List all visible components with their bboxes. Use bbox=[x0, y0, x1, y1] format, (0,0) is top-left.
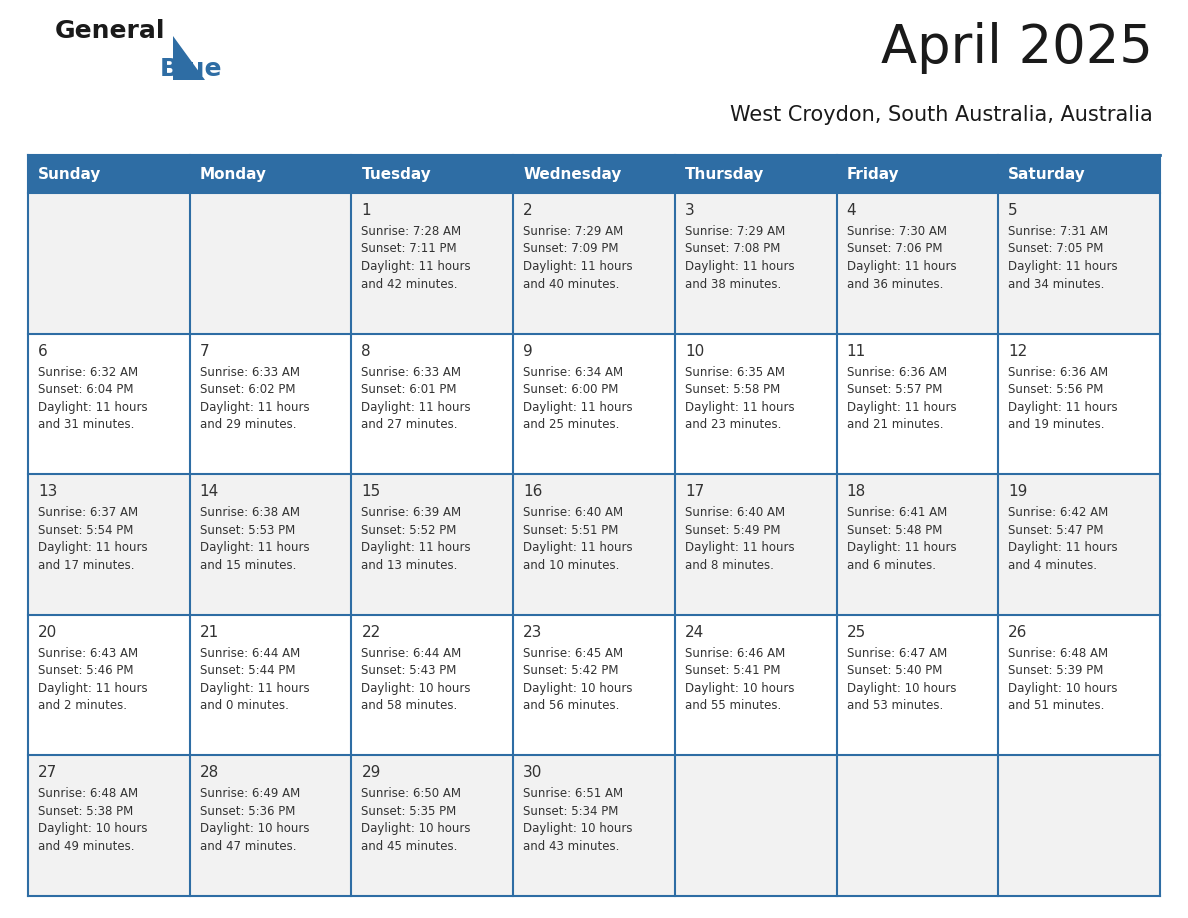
Bar bbox=[29, 756, 1159, 896]
Text: Sunrise: 6:38 AM
Sunset: 5:53 PM
Daylight: 11 hours
and 15 minutes.: Sunrise: 6:38 AM Sunset: 5:53 PM Dayligh… bbox=[200, 506, 309, 572]
Text: 15: 15 bbox=[361, 484, 380, 499]
Bar bbox=[29, 615, 1159, 756]
Text: Sunrise: 6:44 AM
Sunset: 5:44 PM
Daylight: 11 hours
and 0 minutes.: Sunrise: 6:44 AM Sunset: 5:44 PM Dayligh… bbox=[200, 647, 309, 712]
Text: 18: 18 bbox=[847, 484, 866, 499]
Text: Sunrise: 6:48 AM
Sunset: 5:38 PM
Daylight: 10 hours
and 49 minutes.: Sunrise: 6:48 AM Sunset: 5:38 PM Dayligh… bbox=[38, 788, 147, 853]
Text: 2: 2 bbox=[523, 203, 532, 218]
Text: Sunrise: 6:40 AM
Sunset: 5:49 PM
Daylight: 11 hours
and 8 minutes.: Sunrise: 6:40 AM Sunset: 5:49 PM Dayligh… bbox=[684, 506, 795, 572]
Text: 24: 24 bbox=[684, 625, 704, 640]
Text: Sunrise: 6:48 AM
Sunset: 5:39 PM
Daylight: 10 hours
and 51 minutes.: Sunrise: 6:48 AM Sunset: 5:39 PM Dayligh… bbox=[1009, 647, 1118, 712]
Text: 26: 26 bbox=[1009, 625, 1028, 640]
Text: Sunrise: 6:39 AM
Sunset: 5:52 PM
Daylight: 11 hours
and 13 minutes.: Sunrise: 6:39 AM Sunset: 5:52 PM Dayligh… bbox=[361, 506, 472, 572]
Text: Sunrise: 6:33 AM
Sunset: 6:02 PM
Daylight: 11 hours
and 29 minutes.: Sunrise: 6:33 AM Sunset: 6:02 PM Dayligh… bbox=[200, 365, 309, 431]
Text: 21: 21 bbox=[200, 625, 219, 640]
Text: 11: 11 bbox=[847, 343, 866, 359]
Text: Sunrise: 6:33 AM
Sunset: 6:01 PM
Daylight: 11 hours
and 27 minutes.: Sunrise: 6:33 AM Sunset: 6:01 PM Dayligh… bbox=[361, 365, 472, 431]
Text: 13: 13 bbox=[38, 484, 57, 499]
Text: Sunrise: 6:45 AM
Sunset: 5:42 PM
Daylight: 10 hours
and 56 minutes.: Sunrise: 6:45 AM Sunset: 5:42 PM Dayligh… bbox=[523, 647, 633, 712]
Text: 29: 29 bbox=[361, 766, 381, 780]
Text: 22: 22 bbox=[361, 625, 380, 640]
Text: Sunrise: 6:35 AM
Sunset: 5:58 PM
Daylight: 11 hours
and 23 minutes.: Sunrise: 6:35 AM Sunset: 5:58 PM Dayligh… bbox=[684, 365, 795, 431]
Text: Sunrise: 7:29 AM
Sunset: 7:08 PM
Daylight: 11 hours
and 38 minutes.: Sunrise: 7:29 AM Sunset: 7:08 PM Dayligh… bbox=[684, 225, 795, 290]
Text: Sunrise: 6:34 AM
Sunset: 6:00 PM
Daylight: 11 hours
and 25 minutes.: Sunrise: 6:34 AM Sunset: 6:00 PM Dayligh… bbox=[523, 365, 633, 431]
Text: Sunrise: 6:50 AM
Sunset: 5:35 PM
Daylight: 10 hours
and 45 minutes.: Sunrise: 6:50 AM Sunset: 5:35 PM Dayligh… bbox=[361, 788, 470, 853]
Polygon shape bbox=[173, 36, 206, 80]
Text: 20: 20 bbox=[38, 625, 57, 640]
Text: Sunrise: 6:40 AM
Sunset: 5:51 PM
Daylight: 11 hours
and 10 minutes.: Sunrise: 6:40 AM Sunset: 5:51 PM Dayligh… bbox=[523, 506, 633, 572]
Text: Sunrise: 7:31 AM
Sunset: 7:05 PM
Daylight: 11 hours
and 34 minutes.: Sunrise: 7:31 AM Sunset: 7:05 PM Dayligh… bbox=[1009, 225, 1118, 290]
Text: Sunrise: 6:32 AM
Sunset: 6:04 PM
Daylight: 11 hours
and 31 minutes.: Sunrise: 6:32 AM Sunset: 6:04 PM Dayligh… bbox=[38, 365, 147, 431]
Text: 12: 12 bbox=[1009, 343, 1028, 359]
Text: West Croydon, South Australia, Australia: West Croydon, South Australia, Australia bbox=[731, 105, 1154, 125]
Text: Sunrise: 6:42 AM
Sunset: 5:47 PM
Daylight: 11 hours
and 4 minutes.: Sunrise: 6:42 AM Sunset: 5:47 PM Dayligh… bbox=[1009, 506, 1118, 572]
Bar bbox=[29, 333, 1159, 475]
Text: Tuesday: Tuesday bbox=[361, 166, 431, 182]
Text: Thursday: Thursday bbox=[684, 166, 764, 182]
Text: 8: 8 bbox=[361, 343, 371, 359]
Text: Sunrise: 7:29 AM
Sunset: 7:09 PM
Daylight: 11 hours
and 40 minutes.: Sunrise: 7:29 AM Sunset: 7:09 PM Dayligh… bbox=[523, 225, 633, 290]
Text: Monday: Monday bbox=[200, 166, 267, 182]
Bar bbox=[29, 193, 1159, 333]
Text: Sunrise: 6:44 AM
Sunset: 5:43 PM
Daylight: 10 hours
and 58 minutes.: Sunrise: 6:44 AM Sunset: 5:43 PM Dayligh… bbox=[361, 647, 470, 712]
Text: Sunrise: 6:51 AM
Sunset: 5:34 PM
Daylight: 10 hours
and 43 minutes.: Sunrise: 6:51 AM Sunset: 5:34 PM Dayligh… bbox=[523, 788, 633, 853]
Text: 14: 14 bbox=[200, 484, 219, 499]
Text: 7: 7 bbox=[200, 343, 209, 359]
Bar bbox=[29, 475, 1159, 615]
Text: April 2025: April 2025 bbox=[881, 22, 1154, 74]
Text: 17: 17 bbox=[684, 484, 704, 499]
Text: Wednesday: Wednesday bbox=[523, 166, 621, 182]
Text: Sunrise: 6:47 AM
Sunset: 5:40 PM
Daylight: 10 hours
and 53 minutes.: Sunrise: 6:47 AM Sunset: 5:40 PM Dayligh… bbox=[847, 647, 956, 712]
Text: 9: 9 bbox=[523, 343, 533, 359]
Text: Sunrise: 6:36 AM
Sunset: 5:56 PM
Daylight: 11 hours
and 19 minutes.: Sunrise: 6:36 AM Sunset: 5:56 PM Dayligh… bbox=[1009, 365, 1118, 431]
Text: Sunrise: 6:37 AM
Sunset: 5:54 PM
Daylight: 11 hours
and 17 minutes.: Sunrise: 6:37 AM Sunset: 5:54 PM Dayligh… bbox=[38, 506, 147, 572]
Text: 25: 25 bbox=[847, 625, 866, 640]
Text: 4: 4 bbox=[847, 203, 857, 218]
Text: General: General bbox=[55, 19, 165, 43]
Text: 6: 6 bbox=[38, 343, 48, 359]
Text: 28: 28 bbox=[200, 766, 219, 780]
Text: Sunrise: 6:43 AM
Sunset: 5:46 PM
Daylight: 11 hours
and 2 minutes.: Sunrise: 6:43 AM Sunset: 5:46 PM Dayligh… bbox=[38, 647, 147, 712]
Text: 5: 5 bbox=[1009, 203, 1018, 218]
Text: Sunrise: 6:49 AM
Sunset: 5:36 PM
Daylight: 10 hours
and 47 minutes.: Sunrise: 6:49 AM Sunset: 5:36 PM Dayligh… bbox=[200, 788, 309, 853]
Text: Friday: Friday bbox=[847, 166, 899, 182]
Text: 23: 23 bbox=[523, 625, 543, 640]
Text: 3: 3 bbox=[684, 203, 695, 218]
Text: 19: 19 bbox=[1009, 484, 1028, 499]
Text: Sunday: Sunday bbox=[38, 166, 101, 182]
Text: Sunrise: 6:36 AM
Sunset: 5:57 PM
Daylight: 11 hours
and 21 minutes.: Sunrise: 6:36 AM Sunset: 5:57 PM Dayligh… bbox=[847, 365, 956, 431]
Text: Sunrise: 6:41 AM
Sunset: 5:48 PM
Daylight: 11 hours
and 6 minutes.: Sunrise: 6:41 AM Sunset: 5:48 PM Dayligh… bbox=[847, 506, 956, 572]
Text: 16: 16 bbox=[523, 484, 543, 499]
Bar bbox=[29, 155, 1159, 193]
Text: 1: 1 bbox=[361, 203, 371, 218]
Text: Saturday: Saturday bbox=[1009, 166, 1086, 182]
Text: Sunrise: 7:28 AM
Sunset: 7:11 PM
Daylight: 11 hours
and 42 minutes.: Sunrise: 7:28 AM Sunset: 7:11 PM Dayligh… bbox=[361, 225, 472, 290]
Text: 27: 27 bbox=[38, 766, 57, 780]
Text: 30: 30 bbox=[523, 766, 543, 780]
Text: 10: 10 bbox=[684, 343, 704, 359]
Text: Sunrise: 7:30 AM
Sunset: 7:06 PM
Daylight: 11 hours
and 36 minutes.: Sunrise: 7:30 AM Sunset: 7:06 PM Dayligh… bbox=[847, 225, 956, 290]
Text: Sunrise: 6:46 AM
Sunset: 5:41 PM
Daylight: 10 hours
and 55 minutes.: Sunrise: 6:46 AM Sunset: 5:41 PM Dayligh… bbox=[684, 647, 795, 712]
Text: Blue: Blue bbox=[160, 57, 222, 81]
